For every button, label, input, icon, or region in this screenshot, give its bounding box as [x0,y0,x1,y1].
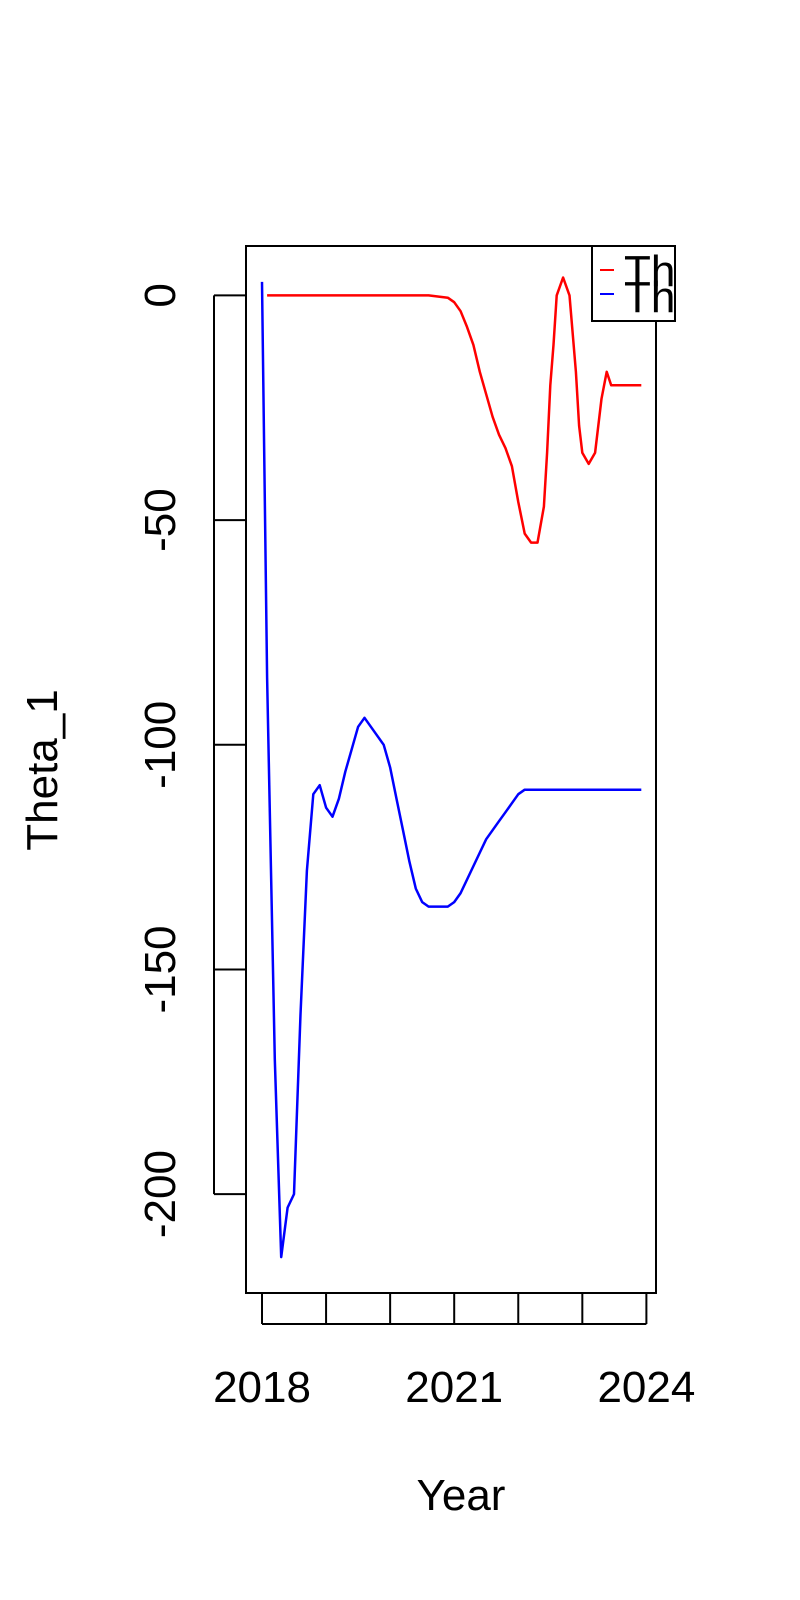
y-tick-label: -150 [136,925,185,1013]
legend: Th Th [591,245,676,322]
legend-label-2: Th [624,273,675,322]
y-tick-label: -50 [136,488,185,552]
x-tick-label: 2018 [213,1363,311,1412]
plot-frame [245,245,657,1294]
legend-label-1: Th [624,247,675,296]
y-tick-label: -100 [136,701,185,789]
legend-box [591,245,676,322]
series-layer [260,276,642,1259]
x-axis: 2018 2021 2024 [213,1294,695,1412]
x-tick-label: 2021 [405,1363,503,1412]
series-line-2 [260,281,642,1259]
series-line-1 [267,276,642,544]
x-tick-label: 2024 [597,1363,695,1412]
x-axis-label: Year [417,1471,506,1520]
y-axis-label: Theta_1 [18,689,67,850]
y-tick-label: 0 [136,283,185,307]
y-tick-label: -200 [136,1150,185,1238]
y-axis: 0 -50 -100 -150 -200 [136,283,246,1238]
